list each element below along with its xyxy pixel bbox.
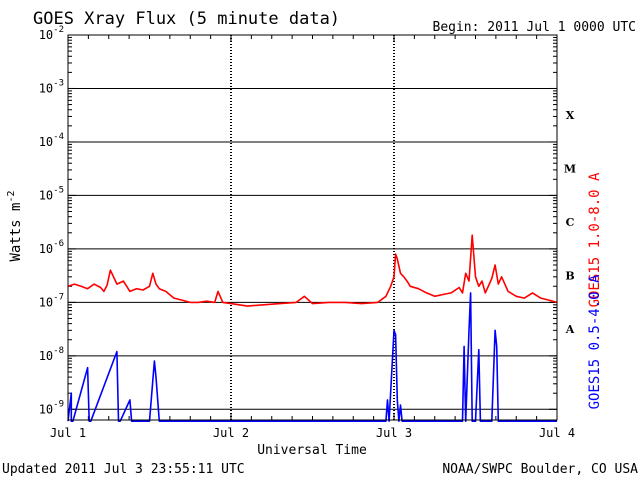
x-tick-label: Jul 2 bbox=[213, 426, 249, 440]
flare-class-x: X bbox=[566, 109, 575, 122]
source-text: NOAA/SWPC Boulder, CO USA bbox=[442, 462, 638, 477]
series-lines bbox=[67, 234, 558, 423]
y-tick-exponent: -4 bbox=[53, 132, 64, 142]
y-tick-exponent: -6 bbox=[53, 239, 64, 249]
y-tick-base: 10 bbox=[39, 402, 53, 416]
y-tick-base: 10 bbox=[39, 188, 53, 202]
y-tick-label: 10-6 bbox=[39, 239, 64, 256]
svg-text:Watts m-2: Watts m-2 bbox=[6, 190, 24, 261]
x-axis: Jul 1 Jul 2 Jul 3 Jul 4 bbox=[50, 35, 575, 440]
y-tick-exponent: -9 bbox=[53, 399, 64, 409]
grid-lines bbox=[68, 35, 557, 420]
y-axis-title: Watts m-2 bbox=[6, 190, 24, 261]
y-tick-exponent: -5 bbox=[53, 185, 64, 195]
y-tick-label: 10-2 bbox=[39, 25, 64, 42]
begin-time: Begin: 2011 Jul 1 0000 UTC bbox=[433, 20, 637, 35]
series-line-blue bbox=[67, 292, 557, 423]
series-line-red bbox=[67, 234, 558, 307]
x-axis-label: Universal Time bbox=[257, 443, 367, 458]
flare-class-a: A bbox=[565, 323, 575, 336]
legend-red-wrap: GOES15 1.0-8.0 A bbox=[587, 172, 603, 307]
y-tick-label: 10-9 bbox=[39, 399, 64, 416]
legend-blue-wrap: GOES15 0.5-4.0 A bbox=[587, 274, 603, 409]
y-axis-title-text: Watts m bbox=[8, 203, 24, 262]
plot-frame bbox=[67, 34, 558, 421]
y-tick-base: 10 bbox=[39, 28, 53, 42]
flare-class-b: B bbox=[565, 270, 574, 283]
legend-blue-series: GOES15 0.5-4.0 A bbox=[587, 274, 603, 409]
flare-class-m: M bbox=[564, 163, 576, 176]
y-tick-exponent: -2 bbox=[53, 25, 64, 35]
y-tick-label: 10-4 bbox=[39, 132, 64, 149]
x-tick-label: Jul 4 bbox=[539, 426, 575, 440]
y-axis-title-exp: -2 bbox=[6, 190, 17, 202]
y-tick-label: 10-5 bbox=[39, 185, 64, 202]
legend-red-series: GOES15 1.0-8.0 A bbox=[587, 172, 603, 307]
chart-title: GOES Xray Flux (5 minute data) bbox=[33, 9, 340, 29]
y-tick-label: 10-7 bbox=[39, 292, 64, 309]
y-tick-exponent: -8 bbox=[53, 346, 64, 356]
flare-class-labels: X M C B A bbox=[564, 109, 576, 336]
y-tick-exponent: -7 bbox=[53, 292, 64, 302]
y-tick-label: 10-3 bbox=[39, 78, 64, 95]
x-tick-label: Jul 3 bbox=[376, 426, 412, 440]
y-tick-base: 10 bbox=[39, 81, 53, 95]
flare-class-c: C bbox=[566, 216, 575, 229]
y-tick-base: 10 bbox=[39, 349, 53, 363]
x-tick-label: Jul 1 bbox=[50, 426, 86, 440]
updated-text: Updated 2011 Jul 3 23:55:11 UTC bbox=[2, 462, 245, 477]
y-tick-base: 10 bbox=[39, 295, 53, 309]
y-tick-base: 10 bbox=[39, 242, 53, 256]
y-tick-exponent: -3 bbox=[53, 78, 64, 88]
y-tick-base: 10 bbox=[39, 135, 53, 149]
y-axis: 10-210-310-410-510-610-710-810-9 bbox=[39, 25, 557, 416]
y-tick-label: 10-8 bbox=[39, 346, 64, 363]
